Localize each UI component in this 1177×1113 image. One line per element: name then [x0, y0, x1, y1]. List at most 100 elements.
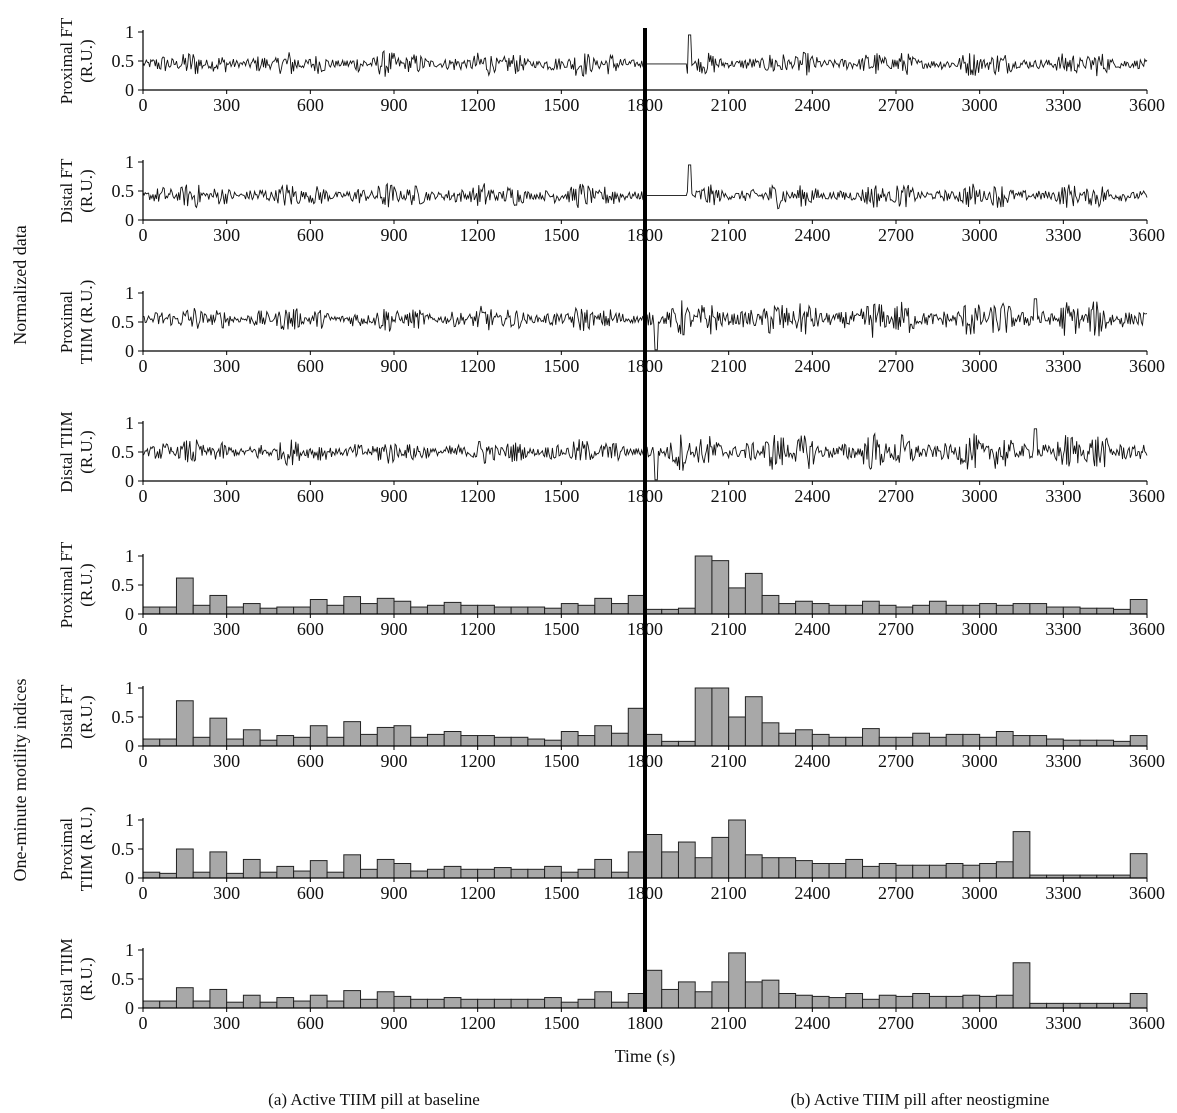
bar — [979, 736, 997, 747]
x-tick-label: 1500 — [543, 619, 579, 639]
bar — [326, 604, 345, 615]
bar — [577, 868, 596, 879]
x-tick-label: 1200 — [460, 883, 496, 903]
bar — [560, 871, 579, 879]
bar — [995, 731, 1014, 747]
y-tick-label: 0.5 — [112, 839, 135, 859]
bar — [510, 736, 529, 747]
bar — [694, 857, 713, 879]
x-tick-label: 900 — [381, 751, 408, 771]
bar — [1079, 1002, 1098, 1009]
x-tick-label: 2400 — [794, 225, 830, 245]
x-tick-label: 1500 — [543, 751, 579, 771]
y-axis-label: Distal FT(R.U.) — [57, 684, 96, 749]
bar — [878, 736, 897, 747]
bar — [778, 603, 797, 615]
bar — [242, 729, 261, 747]
y-tick-label: 0.5 — [112, 312, 135, 332]
y-tick-label: 1 — [125, 810, 134, 830]
x-tick-label: 2400 — [794, 486, 830, 506]
bar — [510, 998, 529, 1009]
bar — [594, 991, 613, 1009]
y-axis-label: Proximal FT(R.U.) — [57, 541, 96, 628]
x-tick-label: 300 — [213, 95, 240, 115]
x-tick-label: 2100 — [711, 751, 747, 771]
bar — [644, 733, 663, 747]
bar — [1046, 1002, 1064, 1009]
panel-3: ProximalTIIM (R.U.) 0 0.5 1 0 300 600 900 1200 15… — [57, 280, 1165, 376]
x-tick-label: 300 — [213, 883, 240, 903]
bar — [175, 987, 194, 1009]
bar — [611, 603, 629, 615]
bar — [878, 863, 897, 879]
bar — [711, 560, 730, 615]
bar — [644, 834, 663, 879]
bar — [276, 997, 295, 1009]
bar — [1096, 1002, 1115, 1009]
bar — [159, 1000, 177, 1009]
bar — [677, 607, 696, 615]
bar — [259, 871, 278, 879]
bar — [460, 998, 479, 1009]
bar — [828, 604, 847, 615]
bar — [460, 604, 479, 615]
bar — [360, 603, 378, 615]
bar — [1012, 735, 1031, 747]
bar — [544, 865, 562, 879]
bar — [326, 871, 345, 879]
bar — [594, 725, 613, 747]
bar — [159, 872, 177, 879]
bar — [376, 858, 395, 879]
bar — [962, 733, 981, 747]
y-axis-label-line: TIIM (R.U.) — [77, 807, 96, 892]
x-tick-label: 2400 — [794, 95, 830, 115]
bar — [293, 870, 311, 879]
bar — [527, 606, 546, 615]
bar — [1113, 740, 1131, 747]
bar — [142, 1000, 161, 1009]
bar — [694, 687, 713, 747]
bar — [510, 868, 529, 879]
bar — [912, 993, 930, 1009]
bar — [242, 858, 261, 879]
bar — [661, 608, 679, 615]
x-tick-label: 2100 — [711, 225, 747, 245]
x-tick-label: 2100 — [711, 95, 747, 115]
y-axis-label-line: (R.U.) — [77, 39, 96, 82]
bar — [778, 993, 797, 1009]
bar — [242, 994, 261, 1009]
x-tick-label: 3000 — [962, 225, 998, 245]
bar — [795, 994, 813, 1009]
x-tick-label: 1200 — [460, 486, 496, 506]
y-tick-label: 0 — [125, 868, 134, 888]
bar — [443, 601, 462, 615]
x-tick-label: 900 — [381, 356, 408, 376]
x-tick-label: 2700 — [878, 356, 914, 376]
x-tick-label: 600 — [297, 486, 324, 506]
bar — [928, 600, 947, 615]
group-label-motility: One-minute motility indices — [10, 679, 30, 882]
bar — [376, 726, 395, 747]
bar — [309, 994, 328, 1009]
bar — [611, 1001, 629, 1009]
bar — [276, 606, 295, 615]
bar — [744, 981, 763, 1009]
bar — [594, 858, 613, 879]
x-tick-label: 1200 — [460, 356, 496, 376]
x-tick-label: 300 — [213, 356, 240, 376]
bar — [1096, 739, 1115, 747]
x-tick-label: 300 — [213, 486, 240, 506]
bar — [744, 854, 763, 879]
bar — [192, 736, 211, 747]
bar — [928, 736, 947, 747]
bar — [1012, 962, 1031, 1009]
x-tick-label: 2100 — [711, 356, 747, 376]
x-tick-label: 2700 — [878, 883, 914, 903]
x-tick-label: 1500 — [543, 1013, 579, 1033]
y-tick-label: 1 — [125, 152, 134, 172]
bar — [1062, 606, 1081, 615]
panel-1: Proximal FT(R.U.) 0 0.5 1 0 300 600 900 1200 1500… — [57, 17, 1165, 115]
bar — [811, 995, 830, 1009]
bar — [912, 732, 930, 747]
bar — [912, 864, 930, 879]
